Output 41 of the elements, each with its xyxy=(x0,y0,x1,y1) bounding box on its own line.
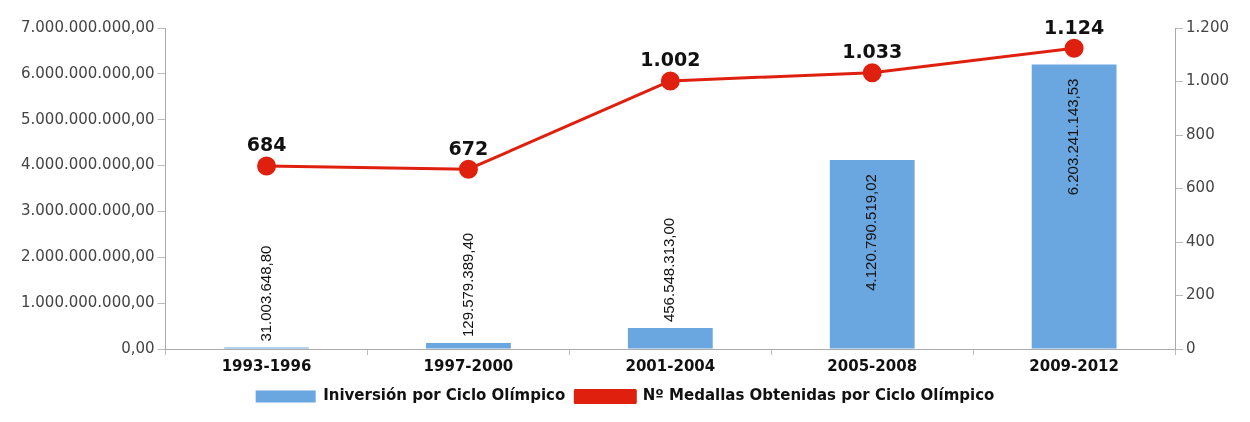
data-label: 6.203.241.143,53 xyxy=(1064,78,1082,196)
y-tick-label: 7.000.000.000,00 xyxy=(21,17,155,36)
y-tick-label: 4.000.000.000,00 xyxy=(21,155,155,174)
legend-label: Nº Medallas Obtenidas por Ciclo Olímpico xyxy=(642,386,995,405)
x-tick-label: 1993-1996 xyxy=(221,356,312,375)
data-label: 684 xyxy=(246,133,287,156)
data-label: 672 xyxy=(448,136,489,159)
y-tick-label: 0,00 xyxy=(121,338,155,357)
y2-tick-label: 400 xyxy=(1186,231,1215,250)
point xyxy=(257,156,277,176)
y2-tick-label: 800 xyxy=(1186,124,1215,143)
x-tick-label: 2009-2012 xyxy=(1029,356,1119,375)
x-tick-label: 2005-2008 xyxy=(827,356,918,375)
y-tick-label: 1.000.000.000,00 xyxy=(21,293,155,312)
bar xyxy=(426,343,511,349)
point xyxy=(458,159,478,179)
point xyxy=(660,71,680,91)
point xyxy=(862,63,882,83)
y-tick-label: 2.000.000.000,00 xyxy=(21,247,155,266)
y2-tick-label: 600 xyxy=(1186,178,1215,197)
data-label: 4.120.790.519,02 xyxy=(862,174,880,291)
y-tick-label: 3.000.000.000,00 xyxy=(21,201,155,220)
data-label: 31.003.648,80 xyxy=(256,245,274,342)
x-tick-label: 1997-2000 xyxy=(423,356,514,375)
bar xyxy=(829,160,915,349)
y2-tick-label: 1.200 xyxy=(1186,17,1230,36)
y2-tick-label: 1.000 xyxy=(1186,71,1230,90)
y-tick-label: 5.000.000.000,00 xyxy=(21,109,155,128)
data-label: 1.124 xyxy=(1044,15,1105,38)
bar xyxy=(627,328,713,349)
data-label: 1.002 xyxy=(640,48,701,71)
legend-label: Iniversión por Ciclo Olímpico xyxy=(323,386,566,405)
data-label: 1.033 xyxy=(842,40,903,63)
data-label: 456.548.313,00 xyxy=(660,217,678,323)
data-label: 129.579.389,40 xyxy=(458,232,476,338)
x-tick-label: 2001-2004 xyxy=(625,356,716,375)
y-tick-label: 6.000.000.000,00 xyxy=(21,63,155,82)
y2-tick-label: 200 xyxy=(1186,285,1215,304)
y2-tick-label: 0 xyxy=(1186,338,1196,357)
bar xyxy=(1031,64,1117,349)
point xyxy=(1064,38,1084,58)
